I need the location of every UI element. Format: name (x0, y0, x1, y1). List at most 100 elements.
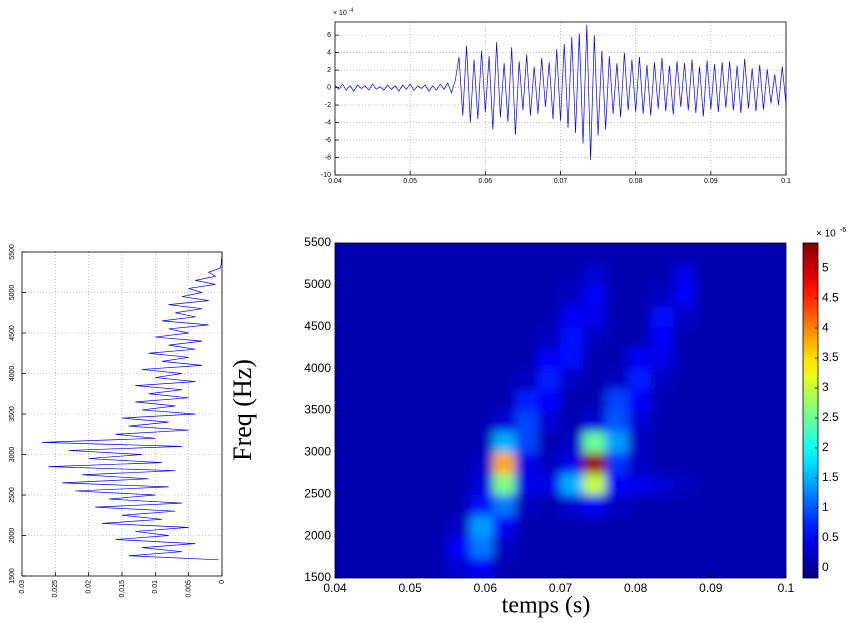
heatmap-cell (357, 263, 381, 286)
heatmap-cell (740, 305, 764, 328)
heatmap-cell (650, 368, 674, 391)
x-tick-label: 0.05 (398, 581, 422, 595)
heatmap-cell (695, 557, 719, 578)
heatmap-cell (470, 410, 494, 432)
colorbar-tick-label: 2 (822, 440, 829, 454)
heatmap-cell (583, 557, 607, 578)
heatmap-cell (515, 368, 539, 391)
heatmap-cell (425, 494, 449, 516)
heatmap-cell (718, 431, 742, 453)
heatmap-cell (425, 473, 449, 495)
heatmap-cell (537, 452, 561, 474)
heatmap-cell (605, 263, 629, 286)
heatmap-cell (537, 368, 561, 391)
heatmap-cell (740, 389, 764, 411)
heatmap-cell (718, 494, 742, 516)
y-tick-label: 5000 (304, 277, 331, 291)
heatmap-cell (380, 389, 404, 411)
heatmap-cell (583, 494, 607, 516)
heatmap-cell (583, 473, 607, 495)
heatmap-cell (492, 326, 516, 349)
heatmap-cell (763, 243, 786, 265)
heatmap-cell (357, 243, 381, 265)
heatmap-cell (492, 347, 516, 370)
heatmap-cell (583, 515, 607, 537)
heatmap-cell (335, 368, 359, 391)
heatmap-cell (357, 452, 381, 474)
heatmap-cell (515, 410, 539, 432)
heatmap-cell (335, 494, 359, 516)
heatmap-cell (718, 389, 742, 411)
heatmap-cell (740, 347, 764, 370)
heatmap-cell (740, 243, 764, 265)
heatmap-cell (695, 431, 719, 453)
heatmap-cell (650, 263, 674, 286)
heatmap-cell (718, 557, 742, 578)
y-tick-label: -2 (325, 102, 331, 109)
colorbar-tick-label: 5 (822, 260, 829, 274)
heatmap-cell (628, 243, 652, 265)
heatmap-cell (447, 473, 471, 495)
heatmap-cell (425, 410, 449, 432)
heatmap-cell (380, 536, 404, 558)
heatmap-cell (605, 389, 629, 411)
heatmap-cell (402, 452, 426, 474)
heatmap-cell (763, 305, 786, 328)
heatmap-cell (402, 284, 426, 307)
y-tick-label: 2000 (304, 528, 331, 542)
heatmap-cell (470, 305, 494, 328)
heatmap-cell (718, 347, 742, 370)
heatmap-cell (740, 536, 764, 558)
heatmap-cell (673, 326, 697, 349)
heatmap-cell (695, 368, 719, 391)
heatmap-cell (380, 452, 404, 474)
heatmap-cell (718, 473, 742, 495)
x-tick-label: 0.1 (778, 581, 795, 595)
axis-exponent: -4 (349, 7, 354, 13)
heatmap-cell (402, 473, 426, 495)
heatmap-cell (357, 515, 381, 537)
x-tick-label: 0.09 (699, 581, 723, 595)
colorbar-tick-label: 0 (822, 560, 829, 574)
heatmap-cell (628, 305, 652, 328)
heatmap-cell (425, 557, 449, 578)
heatmap-cell (470, 452, 494, 474)
heatmap-cell (425, 263, 449, 286)
heatmap-cell (650, 557, 674, 578)
x-tick-label: 0.08 (624, 581, 648, 595)
heatmap-blur (335, 243, 786, 578)
colorbar-tick-label: 1.5 (822, 470, 839, 484)
heatmap-cell (402, 515, 426, 537)
heatmap-cell (628, 557, 652, 578)
heatmap-cell (695, 452, 719, 474)
heatmap-cell (583, 452, 607, 474)
heatmap-cell (515, 347, 539, 370)
heatmap-cell (740, 284, 764, 307)
heatmap-cell (740, 410, 764, 432)
heatmap-cell (560, 305, 584, 328)
heatmap-cell (628, 263, 652, 286)
x-tick-label: 0.07 (549, 581, 573, 595)
heatmap-cell (695, 243, 719, 265)
heatmap-cell (605, 305, 629, 328)
x-axis-label: temps (s) (502, 593, 591, 619)
y-tick-label: 4500 (304, 319, 331, 333)
heatmap-cell (335, 389, 359, 411)
heatmap-cell (447, 284, 471, 307)
heatmap-cell (515, 536, 539, 558)
heatmap-cell (673, 284, 697, 307)
heatmap-cell (492, 536, 516, 558)
heatmap-cell (470, 326, 494, 349)
y-tick-label: 4000 (9, 366, 16, 382)
heatmap-cell (492, 263, 516, 286)
heatmap-cell (560, 515, 584, 537)
heatmap-cell (695, 410, 719, 432)
heatmap-cell (515, 431, 539, 453)
heatmap-cell (740, 557, 764, 578)
heatmap-cell (380, 305, 404, 328)
heatmap-cell (380, 326, 404, 349)
heatmap-cell (560, 431, 584, 453)
heatmap-cell (335, 347, 359, 370)
heatmap-cell (763, 368, 786, 391)
